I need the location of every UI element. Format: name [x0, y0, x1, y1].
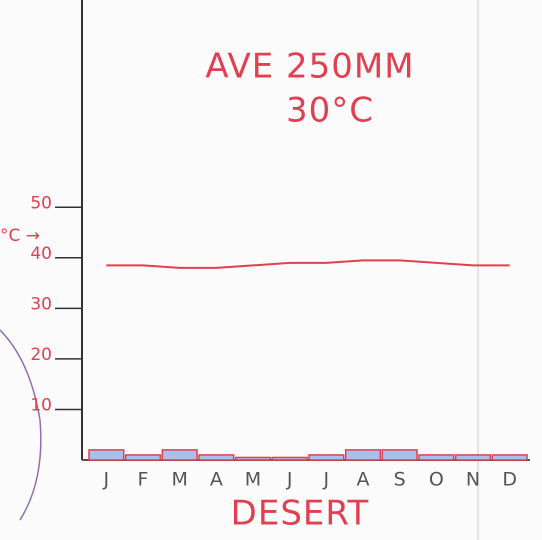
bar: [456, 455, 491, 460]
chart-title: AVE 250MM: [205, 47, 414, 87]
x-tick-label: F: [138, 469, 149, 491]
x-tick-label: O: [429, 469, 444, 491]
chart: AVE 250MM 30°C DESERT °C → 1020304050JFM…: [0, 0, 542, 540]
x-tick-label: A: [357, 469, 370, 491]
y-tick-label: 40: [30, 244, 52, 264]
y-tick-label: 20: [30, 345, 52, 365]
x-tick-label: M: [171, 469, 187, 491]
bar: [126, 455, 161, 460]
x-axis-label: DESERT: [231, 494, 370, 534]
y-tick-label: 10: [30, 395, 52, 415]
bar: [199, 455, 234, 460]
bar: [89, 450, 124, 460]
bar: [272, 457, 307, 460]
x-tick-label: S: [394, 469, 406, 491]
bar: [162, 450, 197, 460]
x-tick-label: J: [103, 469, 110, 491]
x-tick-label: J: [323, 469, 330, 491]
bar: [236, 457, 271, 460]
y-tick-label: 30: [30, 294, 52, 314]
bar: [346, 450, 381, 460]
bar: [382, 450, 417, 460]
bar: [492, 455, 527, 460]
bar: [309, 455, 344, 460]
x-tick-label: M: [245, 469, 261, 491]
x-tick-label: N: [466, 469, 480, 491]
y-tick-label: 50: [30, 193, 52, 213]
x-tick-label: J: [286, 469, 293, 491]
x-tick-label: A: [210, 469, 223, 491]
chart-subtitle: 30°C: [286, 91, 374, 131]
x-tick-label: D: [502, 469, 517, 491]
bar: [419, 455, 454, 460]
